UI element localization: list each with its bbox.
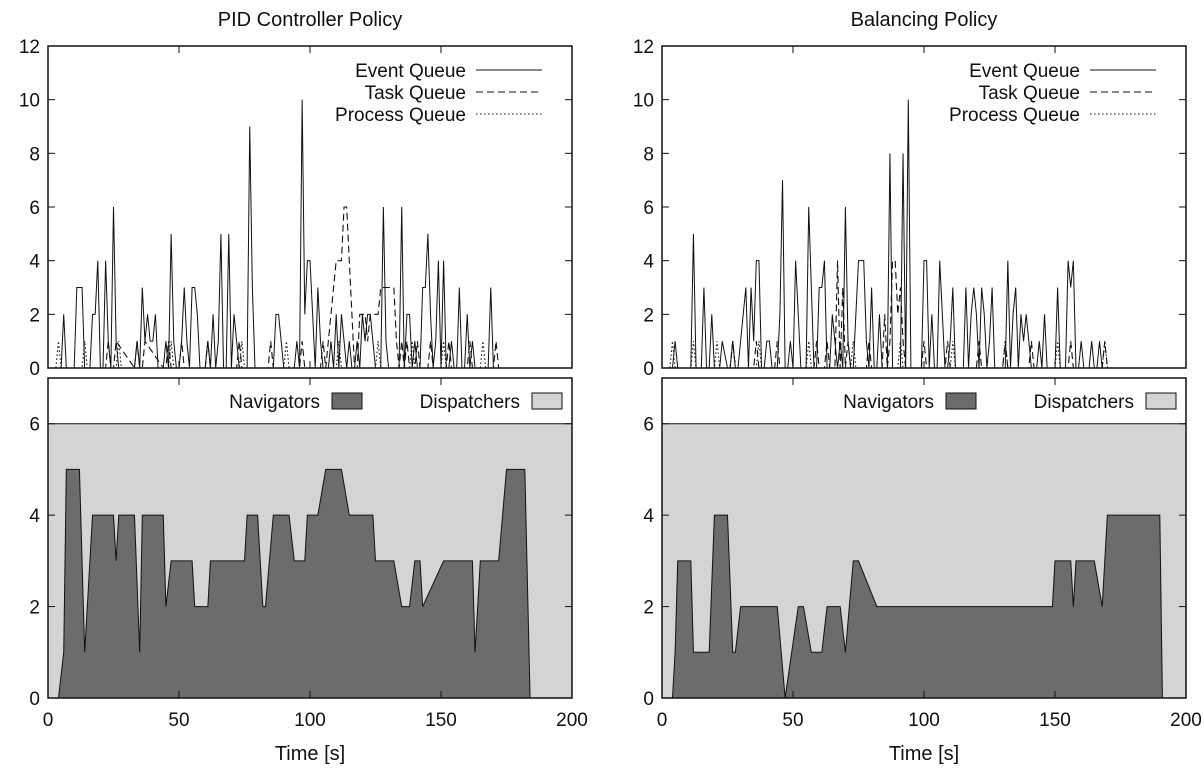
worker-chart: 0 2 4 6 Dispatchers Navigators	[29, 377, 573, 710]
balancing-panel: Balancing Policy 0 2 4 6 Dispatchers Navigator…	[633, 9, 1202, 765]
queue-y-tick-label: 12	[633, 37, 654, 58]
worker-legend: Dispatchers Navigators	[843, 392, 1177, 413]
navigators-area	[48, 468, 531, 699]
queue-y-tick-label: 2	[643, 305, 654, 326]
queue-y-tick-label: 2	[29, 305, 40, 326]
x-tick-label: 200	[556, 710, 588, 731]
queue-y-tick-label: 0	[29, 359, 40, 380]
queue-y-tick-label: 6	[29, 198, 40, 219]
worker-y-tick-label: 2	[643, 598, 654, 619]
chart-title: PID Controller Policy	[218, 9, 403, 31]
legend-label-process-queue: Process Queue	[335, 105, 466, 126]
queue-y-tick-label: 8	[643, 144, 654, 165]
worker-y-tick-label: 2	[29, 598, 40, 619]
series-line-event-queue	[48, 99, 533, 369]
x-tick-label: 50	[168, 710, 189, 731]
series-line-task-queue	[48, 206, 533, 370]
x-tick-label: 200	[1170, 710, 1202, 731]
worker-y-tick-label: 6	[643, 415, 654, 436]
legend-label-navigators: Navigators	[229, 392, 320, 413]
queue-y-tick-label: 8	[29, 144, 40, 165]
legend-label-dispatchers: Dispatchers	[1034, 392, 1134, 413]
x-axis: 0 50 100 150 200 Time [s]	[657, 46, 1202, 765]
x-axis-label: Time [s]	[889, 743, 959, 765]
x-tick-label: 0	[43, 710, 54, 731]
queue-y-tick-label: 4	[29, 252, 40, 273]
chart-title: Balancing Policy	[851, 9, 998, 31]
x-tick-label: 100	[908, 710, 940, 731]
legend-swatch-dispatchers	[1145, 392, 1177, 410]
worker-legend: Dispatchers Navigators	[229, 392, 563, 413]
worker-y-tick-label: 6	[29, 415, 40, 436]
queue-y-tick-label: 10	[633, 91, 654, 112]
navigators-area	[662, 514, 1163, 699]
worker-y-tick-label: 4	[29, 506, 40, 527]
queue-plot-frame	[47, 45, 573, 369]
worker-y-tick-label: 0	[29, 689, 40, 710]
worker-chart: 0 2 4 6 Dispatchers Navigators	[643, 377, 1187, 710]
legend-swatch-navigators	[331, 392, 363, 410]
legend-swatch-navigators	[945, 392, 977, 410]
x-tick-label: 150	[425, 710, 457, 731]
x-tick-label: 50	[782, 710, 803, 731]
x-tick-label: 150	[1039, 710, 1071, 731]
worker-y-tick-label: 0	[643, 689, 654, 710]
legend-label-navigators: Navigators	[843, 392, 934, 413]
x-tick-label: 100	[294, 710, 326, 731]
x-tick-label: 0	[657, 710, 668, 731]
legend-label-event-queue: Event Queue	[969, 61, 1080, 82]
series-line-process-queue	[48, 341, 533, 369]
queue-y-tick-label: 10	[19, 91, 40, 112]
x-axis-label: Time [s]	[275, 743, 345, 765]
pid-controller-panel: PID Controller Policy 0 2 4 6 Dispatchers Navi…	[19, 9, 588, 765]
legend-swatch-dispatchers	[531, 392, 563, 410]
queue-y-tick-label: 6	[643, 198, 654, 219]
legend-label-event-queue: Event Queue	[355, 61, 466, 82]
queue-plot-frame	[661, 45, 1187, 369]
queue-y-tick-label: 0	[643, 359, 654, 380]
worker-y-tick-label: 4	[643, 506, 654, 527]
x-axis: 0 50 100 150 200 Time [s]	[43, 46, 588, 765]
queue-y-tick-label: 4	[643, 252, 654, 273]
legend-label-dispatchers: Dispatchers	[420, 392, 520, 413]
legend-label-process-queue: Process Queue	[949, 105, 1080, 126]
legend-label-task-queue: Task Queue	[979, 83, 1080, 104]
legend-label-task-queue: Task Queue	[365, 83, 466, 104]
series-line-event-queue	[662, 99, 1160, 369]
queue-y-tick-label: 12	[19, 37, 40, 58]
